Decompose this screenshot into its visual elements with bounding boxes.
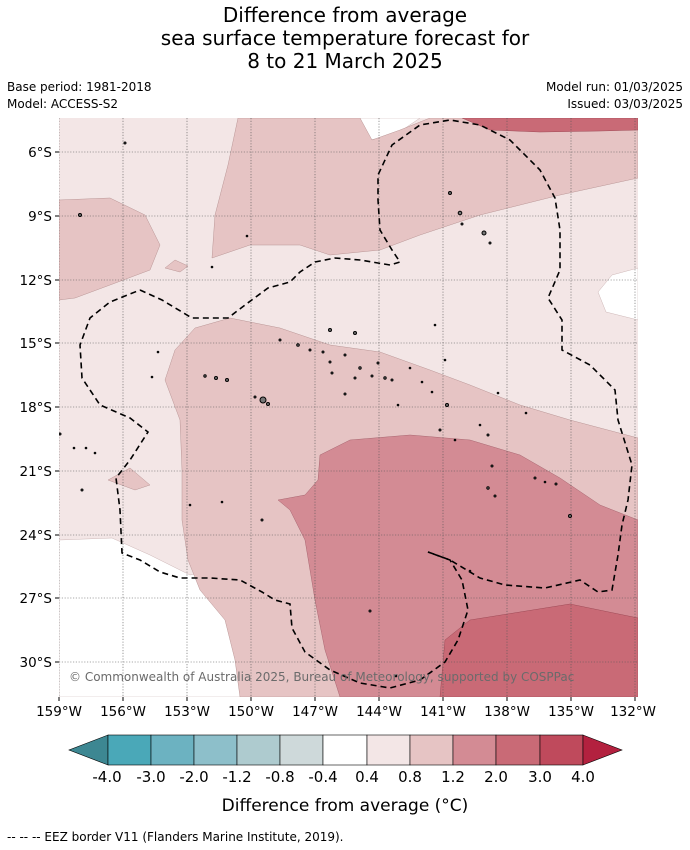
colorbar-label: Difference from average (°C): [222, 796, 469, 816]
colorbar-segment: [236, 734, 281, 766]
colorbar-tick: -0.4: [308, 768, 337, 786]
title-line-2: sea surface temperature forecast for: [160, 26, 530, 50]
colorbar-segment: [322, 734, 368, 766]
issued-date: Issued: 03/03/2025: [567, 97, 683, 111]
lat-label: 18°S: [20, 400, 53, 416]
copyright-notice: © Commonwealth of Australia 2025, Bureau…: [69, 670, 574, 684]
colorbar-tick: -3.0: [136, 768, 165, 786]
base-period: Base period: 1981-2018: [7, 80, 152, 94]
lat-label: 21°S: [20, 464, 53, 480]
lat-label: 24°S: [20, 528, 53, 544]
lat-label: 27°S: [20, 591, 53, 607]
map-area: © Commonwealth of Australia 2025, Bureau…: [59, 118, 638, 697]
colorbar-extend-high: [582, 734, 623, 766]
graticule: [59, 118, 638, 697]
colorbar-segment: [107, 734, 152, 766]
model-name: Model: ACCESS-S2: [7, 97, 119, 111]
lon-label: 132°W: [610, 704, 656, 720]
lat-label: 6°S: [28, 145, 52, 161]
model-run: Model run: 01/03/2025: [545, 80, 683, 94]
axis-ticks: [55, 151, 636, 701]
colorbar-segment: [409, 734, 454, 766]
meta-left: Base period: 1981-2018 Model: ACCESS-S2: [7, 79, 152, 113]
lon-label: 156°W: [100, 704, 146, 720]
title-line-1: Difference from average: [222, 3, 468, 27]
colorbar-tick: 3.0: [528, 768, 552, 786]
colorbar-tick: -4.0: [92, 768, 121, 786]
lat-label: 30°S: [20, 655, 53, 671]
colorbar-segment: [452, 734, 497, 766]
anomaly-band-2.0-3.0-south: [439, 603, 638, 697]
lon-label: 135°W: [548, 704, 594, 720]
colorbar-tick: 2.0: [484, 768, 508, 786]
lon-label: 147°W: [292, 704, 338, 720]
chart-title: Difference from average sea surface temp…: [0, 4, 690, 73]
lat-label: 12°S: [20, 273, 53, 289]
anomaly-band-2.0-3.0-north: [461, 118, 638, 133]
lon-label: 159°W: [36, 704, 82, 720]
eez-border-south: [79, 289, 469, 689]
colorbar-extend-low: [68, 734, 109, 766]
colorbar-segment: [539, 734, 584, 766]
longitude-labels: 159°W 156°W 153°W 150°W 147°W 144°W 141°…: [36, 704, 656, 720]
anomaly-band-below-0.4-east: [597, 267, 638, 321]
colorbar-tick: -0.8: [265, 768, 294, 786]
islands: [59, 141, 572, 678]
colorbar-ticks: -4.0 -3.0 -2.0 -1.2 -0.8 -0.4 0.4 0.8 1.…: [92, 768, 595, 786]
eez-footnote: -- -- -- EEZ border V11 (Flanders Marine…: [7, 830, 344, 844]
lat-label: 15°S: [20, 336, 53, 352]
colorbar-segment: [366, 734, 411, 766]
colorbar-tick: 1.2: [441, 768, 465, 786]
lon-label: 138°W: [484, 704, 530, 720]
meta-right: Model run: 01/03/2025 Issued: 03/03/2025: [546, 79, 683, 113]
colorbar-tick: -1.2: [222, 768, 251, 786]
lon-label: 144°W: [356, 704, 402, 720]
colorbar-tick: 0.4: [355, 768, 379, 786]
anomaly-band-0.8-1.2-north: [211, 118, 638, 259]
lat-label: 9°S: [28, 209, 52, 225]
colorbar-tick: 0.8: [398, 768, 422, 786]
colorbar-tick: 4.0: [571, 768, 595, 786]
colorbar-segment: [150, 734, 195, 766]
lon-label: 153°W: [164, 704, 210, 720]
colorbar-segment: [193, 734, 238, 766]
anomaly-band-0.8-1.2-spot: [164, 259, 189, 273]
colorbar-tick: -2.0: [179, 768, 208, 786]
anomaly-band-0.8-1.2-west: [59, 197, 161, 301]
lon-label: 150°W: [228, 704, 274, 720]
title-line-3: 8 to 21 March 2025: [247, 49, 443, 73]
colorbar-segment: [495, 734, 541, 766]
latitude-labels: 6°S 9°S 12°S 15°S 18°S 21°S 24°S 27°S 30…: [20, 145, 53, 671]
colorbar: [68, 734, 623, 766]
lon-label: 141°W: [420, 704, 466, 720]
colorbar-segment: [279, 734, 324, 766]
eez-border-west: [139, 119, 633, 593]
anomaly-band-0.8-1.2-southwest: [107, 467, 151, 491]
